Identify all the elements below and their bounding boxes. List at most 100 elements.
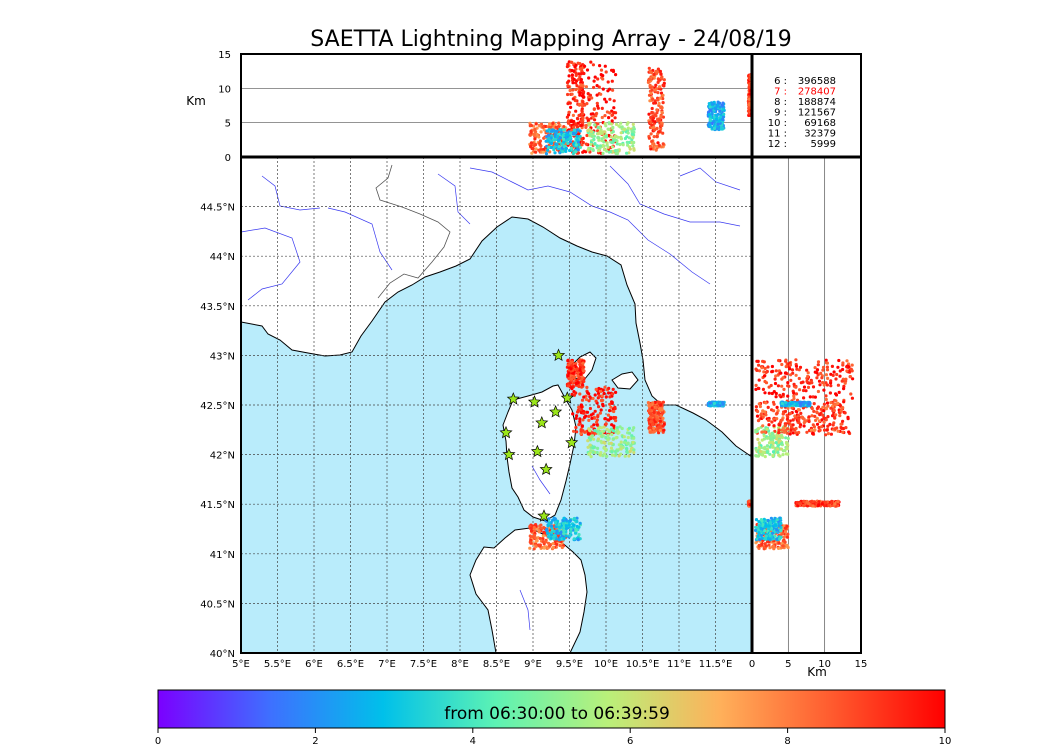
source-point — [599, 451, 603, 455]
source-point-alt-lat — [763, 529, 767, 533]
source-point-lon-alt — [708, 108, 712, 112]
source-point — [612, 409, 616, 414]
source-point-lon-alt — [578, 134, 582, 139]
source-point-lon-alt — [566, 62, 570, 66]
source-point — [537, 530, 541, 534]
source-point-lon-alt — [611, 88, 615, 92]
source-point-alt-lat — [782, 387, 786, 391]
source-point-alt-lat — [776, 447, 780, 451]
source-point-lon-alt — [592, 85, 596, 90]
source-point-alt-lat — [790, 401, 794, 405]
source-point-alt-lat — [771, 544, 775, 548]
source-point-alt-lat — [774, 441, 778, 445]
source-point-alt-lat — [778, 516, 782, 520]
source-point-alt-lat — [807, 419, 811, 424]
source-point-alt-lat — [842, 387, 846, 391]
source-point-lon-alt — [610, 145, 615, 149]
source-point-lon-alt — [652, 72, 656, 76]
source-point-alt-lat — [766, 518, 770, 523]
source-point — [579, 432, 583, 436]
source-point — [576, 381, 580, 385]
source-point-lon-alt — [571, 113, 576, 117]
source-point-alt-lat — [756, 534, 760, 538]
source-point-lon-alt — [567, 119, 571, 123]
source-point — [572, 537, 576, 541]
source-point-alt-lat — [786, 394, 790, 398]
source-point — [658, 428, 662, 433]
source-point-alt-lat — [841, 430, 845, 434]
source-point-lon-alt — [719, 115, 723, 119]
source-point-lon-alt — [720, 117, 725, 121]
source-point — [657, 425, 662, 429]
source-point-alt-lat — [807, 402, 811, 406]
source-point-lon-alt — [546, 148, 550, 152]
source-point-alt-lat — [821, 365, 826, 369]
source-point-alt-lat — [772, 390, 776, 394]
source-point-lon-alt — [711, 102, 715, 106]
source-point-alt-lat — [825, 368, 830, 372]
source-point-alt-lat — [789, 373, 793, 377]
source-point-alt-lat — [757, 369, 762, 373]
source-point-lon-alt — [746, 109, 751, 113]
source-point-alt-lat — [775, 518, 779, 522]
lon-tick-label: 5.5°E — [264, 659, 291, 670]
source-point — [594, 387, 598, 391]
source-point-lon-alt — [557, 145, 561, 149]
source-point — [601, 388, 605, 392]
source-point-lon-alt — [660, 110, 664, 114]
source-point-alt-lat — [850, 369, 854, 373]
source-point-alt-lat — [773, 534, 777, 538]
source-point-alt-lat — [823, 504, 827, 508]
source-point-lon-alt — [719, 127, 724, 131]
source-point — [547, 517, 551, 521]
source-point-lon-alt — [662, 78, 666, 82]
source-point-lon-alt — [659, 115, 663, 119]
source-point-alt-lat — [777, 440, 781, 444]
source-point-alt-lat — [833, 403, 838, 407]
source-point-alt-lat — [805, 379, 809, 383]
source-point — [583, 430, 587, 434]
source-point-alt-lat — [765, 450, 769, 454]
source-point — [572, 429, 576, 433]
source-point-lon-alt — [653, 101, 658, 105]
source-point-alt-lat — [817, 419, 822, 423]
source-point-lon-alt — [661, 101, 665, 105]
source-point — [544, 528, 549, 533]
source-point-lon-alt — [591, 134, 595, 138]
source-point-lon-alt — [595, 101, 599, 105]
source-point — [648, 430, 652, 434]
source-point-lon-alt — [581, 140, 585, 145]
source-point-alt-lat — [823, 500, 828, 504]
source-point-lon-alt — [603, 97, 607, 101]
station-star-icon — [530, 444, 544, 458]
source-point-lon-alt — [549, 141, 554, 146]
source-point-lon-alt — [599, 68, 604, 72]
source-point-lon-alt — [748, 102, 752, 106]
source-point-alt-lat — [794, 373, 798, 377]
source-point-alt-lat — [789, 425, 794, 429]
source-point-lon-alt — [529, 129, 533, 133]
source-point-alt-lat — [827, 503, 831, 508]
source-point-lon-alt — [553, 133, 557, 137]
source-point-alt-lat — [802, 424, 806, 428]
source-point — [564, 526, 569, 531]
source-point — [587, 431, 591, 436]
source-point — [582, 379, 586, 383]
source-point-lon-alt — [653, 88, 657, 92]
source-point-lon-alt — [593, 118, 597, 122]
source-point — [594, 399, 598, 403]
source-point — [541, 534, 545, 538]
source-point-alt-lat — [825, 401, 830, 405]
source-point — [552, 529, 556, 534]
source-point — [632, 450, 636, 454]
source-point — [608, 409, 612, 413]
station-star-icon — [551, 348, 566, 362]
source-point-alt-lat — [806, 374, 810, 378]
source-point-alt-lat — [770, 420, 774, 424]
source-point-lon-alt — [542, 136, 546, 140]
source-point-lon-alt — [650, 106, 654, 111]
source-point — [651, 423, 655, 427]
source-point-alt-lat — [828, 422, 832, 426]
source-point-alt-lat — [801, 388, 806, 393]
source-point-alt-lat — [770, 431, 774, 435]
